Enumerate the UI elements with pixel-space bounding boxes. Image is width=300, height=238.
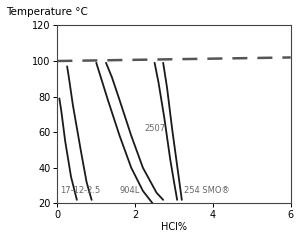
Text: 17-12-2.5: 17-12-2.5	[60, 186, 100, 195]
Text: 904L: 904L	[120, 186, 140, 195]
X-axis label: HCl%: HCl%	[161, 222, 187, 232]
Text: Temperature °C: Temperature °C	[6, 6, 88, 16]
Text: 254 SMO®: 254 SMO®	[184, 186, 230, 195]
Text: 2507: 2507	[145, 124, 166, 133]
